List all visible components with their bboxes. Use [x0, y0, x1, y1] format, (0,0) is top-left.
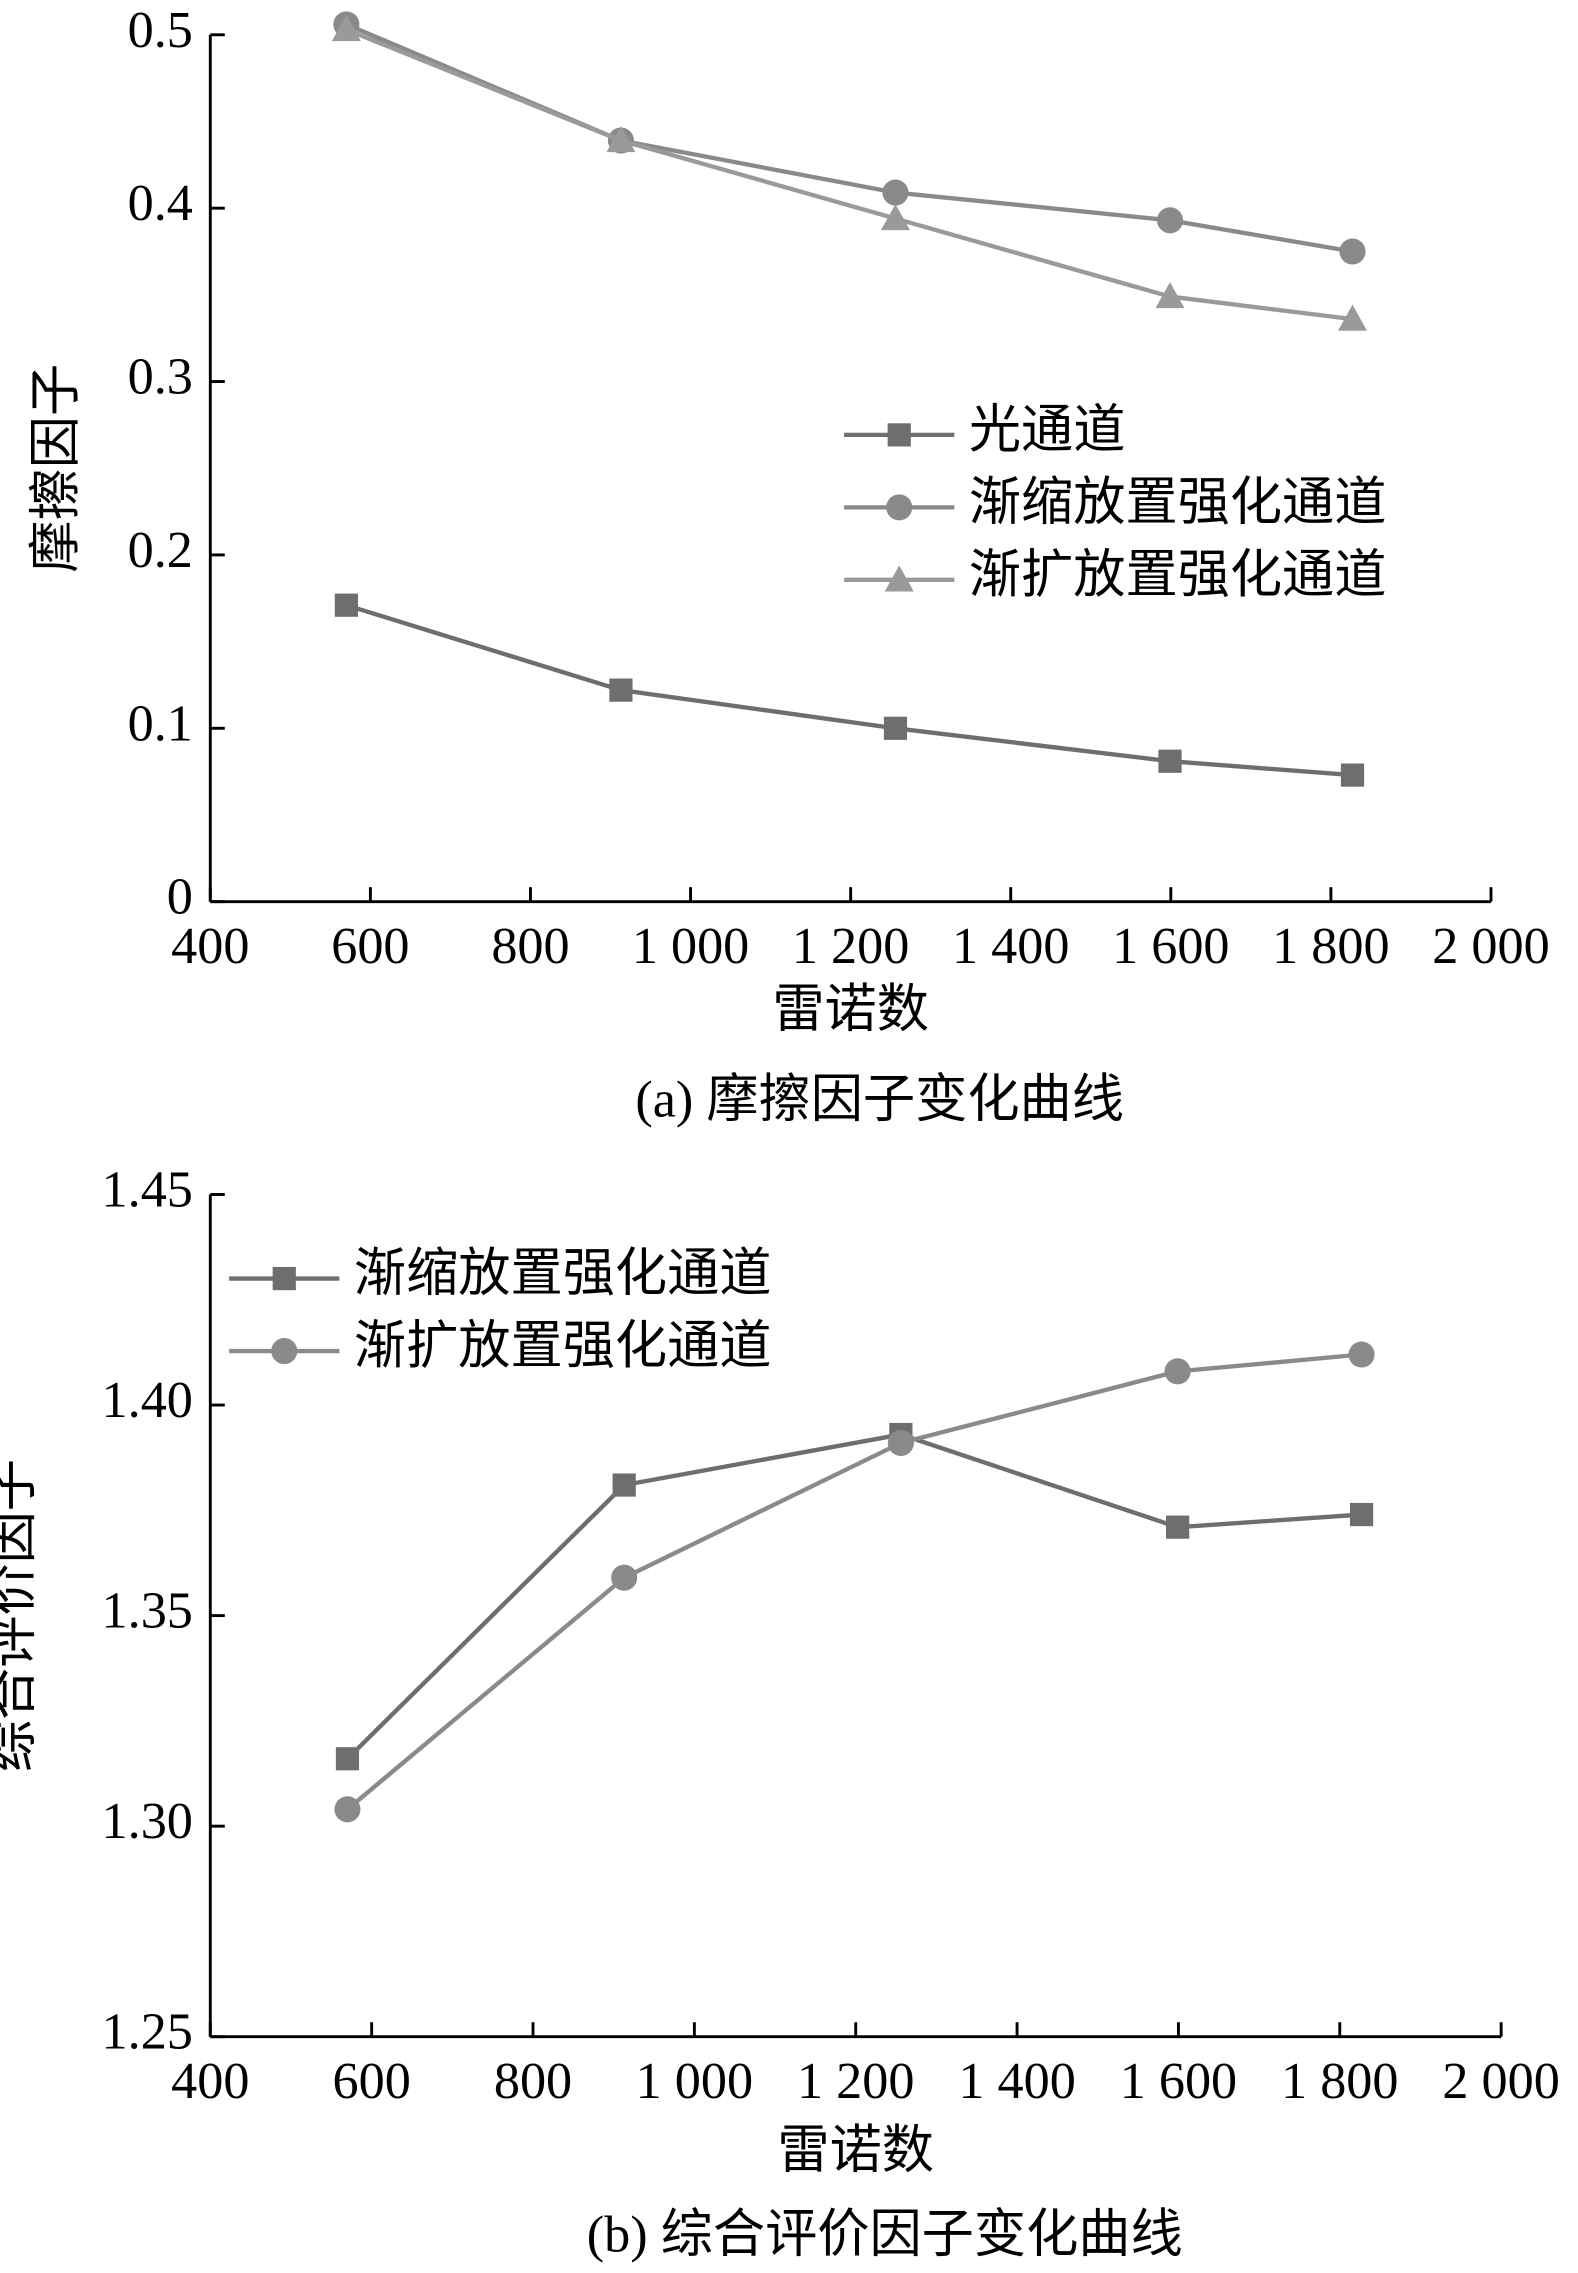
marker — [334, 593, 358, 617]
marker — [335, 1747, 360, 1771]
y-axis-label: 摩擦因子 — [27, 364, 85, 573]
x-tick-label: 1 800 — [1281, 2052, 1398, 2110]
y-tick-label: 1.25 — [102, 2003, 193, 2061]
y-tick-label: 1.40 — [102, 1371, 193, 1429]
x-tick-label: 2 000 — [1432, 917, 1549, 975]
marker — [1156, 207, 1184, 234]
y-tick-label: 1.35 — [102, 1582, 193, 1640]
y-tick-label: 1.45 — [102, 1160, 193, 1218]
legend-marker — [887, 423, 911, 447]
marker — [1164, 1358, 1191, 1385]
x-tick-label: 400 — [171, 917, 249, 975]
x-tick-label: 2 000 — [1442, 2052, 1559, 2110]
marker — [1155, 282, 1185, 309]
legend-marker — [271, 1337, 298, 1365]
marker — [612, 1473, 636, 1497]
marker — [606, 126, 636, 153]
marker — [880, 204, 910, 231]
marker — [1338, 304, 1368, 331]
y-tick-label: 0.1 — [128, 694, 193, 752]
caption: (b) 综合评价因子变化曲线 — [587, 2206, 1183, 2264]
marker — [331, 15, 361, 42]
legend-marker — [884, 565, 914, 592]
x-tick-label: 800 — [491, 917, 569, 975]
legend-marker — [886, 494, 913, 521]
caption: (a) 摩擦因子变化曲线 — [635, 1071, 1124, 1129]
y-axis-label: 综合评价因子 — [0, 1459, 41, 1772]
x-axis-label: 雷诺数 — [772, 981, 929, 1039]
x-tick-label: 1 000 — [636, 2052, 753, 2110]
series-line — [345, 22, 1353, 254]
legend-label: 渐缩放置强化通道 — [354, 1245, 772, 1303]
x-tick-label: 1 800 — [1272, 917, 1389, 975]
legend-label: 渐缩放置强化通道 — [969, 473, 1387, 531]
legend-label: 光通道 — [969, 401, 1126, 459]
marker — [882, 179, 909, 206]
y-tick-label: 0.5 — [128, 1, 193, 59]
marker — [887, 1429, 914, 1456]
marker — [1349, 1502, 1374, 1527]
x-tick-label: 1 600 — [1120, 2052, 1237, 2110]
x-tick-label: 1 400 — [958, 2052, 1075, 2110]
y-tick-label: 0.4 — [128, 174, 193, 232]
x-tick-label: 400 — [171, 2052, 249, 2110]
marker — [1158, 749, 1182, 773]
series-line — [345, 27, 1353, 322]
marker — [1339, 238, 1366, 265]
series-line — [345, 603, 1353, 778]
y-tick-label: 1.30 — [102, 1792, 193, 1850]
x-tick-label: 600 — [331, 917, 409, 975]
marker — [1348, 1341, 1375, 1368]
legend-label: 渐扩放置强化通道 — [969, 546, 1387, 604]
x-tick-label: 1 000 — [632, 917, 749, 975]
x-tick-label: 1 200 — [792, 917, 909, 975]
x-tick-label: 1 200 — [797, 2052, 914, 2110]
x-tick-label: 600 — [333, 2052, 411, 2110]
marker — [1340, 763, 1365, 787]
marker — [334, 1796, 361, 1823]
y-tick-label: 0.2 — [128, 521, 193, 579]
marker — [609, 678, 633, 702]
series-line — [346, 1352, 1362, 1811]
legend-label: 渐扩放置强化通道 — [354, 1317, 772, 1375]
x-tick-label: 1 600 — [1112, 917, 1229, 975]
series-line — [345, 1432, 1362, 1761]
x-axis-label: 雷诺数 — [777, 2122, 934, 2180]
marker — [611, 1564, 638, 1591]
marker — [883, 716, 908, 740]
legend-marker — [272, 1266, 296, 1291]
marker — [1166, 1515, 1190, 1539]
y-tick-label: 0.3 — [128, 348, 193, 406]
x-tick-label: 800 — [494, 2052, 572, 2110]
x-tick-label: 1 400 — [952, 917, 1069, 975]
y-tick-label: 0 — [167, 868, 193, 926]
